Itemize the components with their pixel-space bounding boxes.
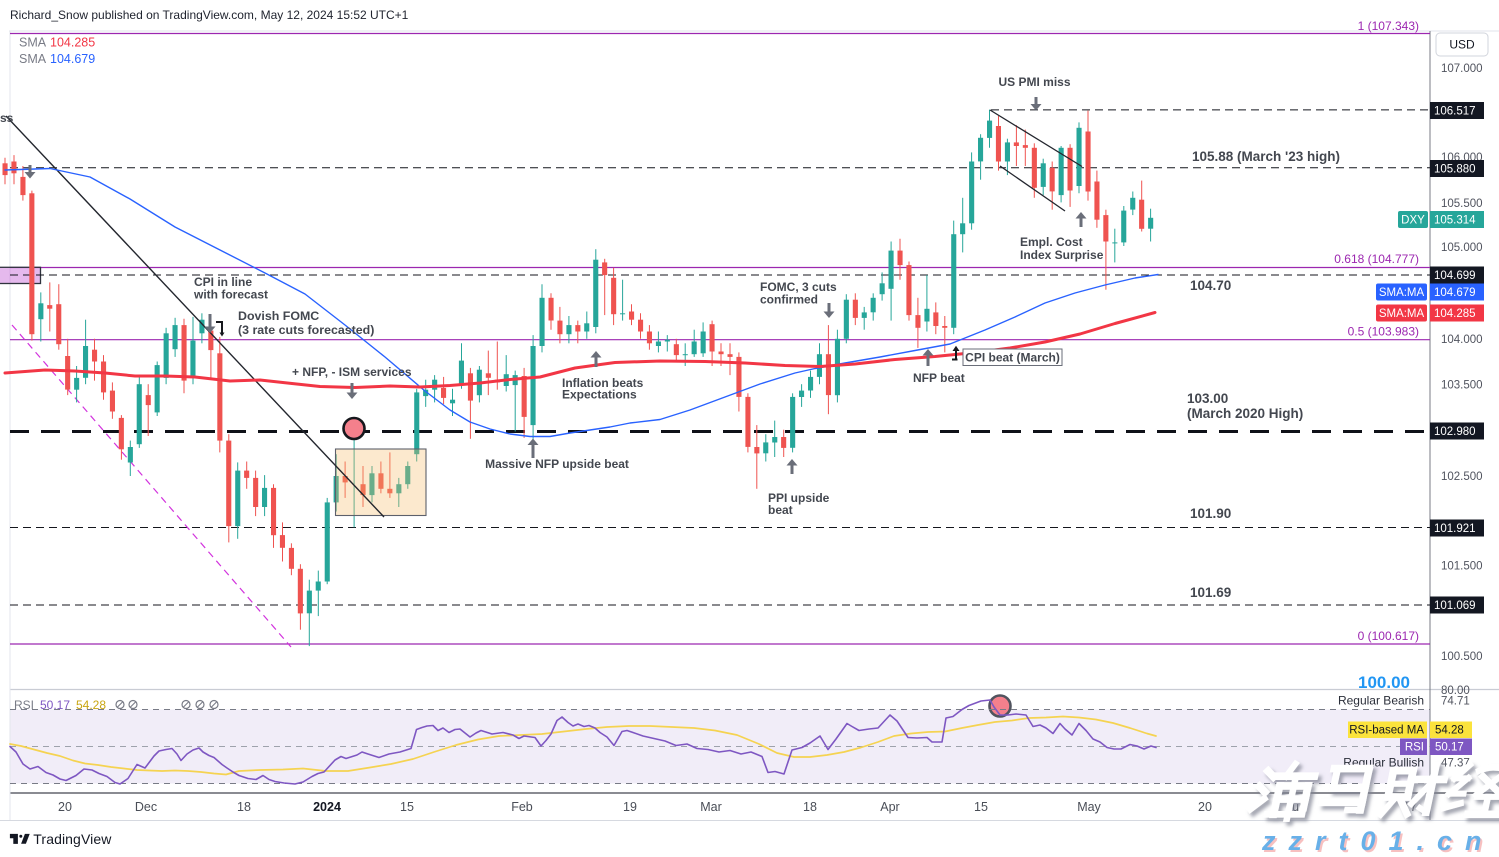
svg-text:100.500: 100.500	[1441, 651, 1483, 663]
svg-text:beat: beat	[768, 503, 793, 517]
svg-text:0.5 (103.983): 0.5 (103.983)	[1348, 325, 1419, 339]
svg-text:with forecast: with forecast	[193, 288, 268, 302]
svg-text:18: 18	[803, 800, 817, 814]
svg-text:100.00: 100.00	[1358, 673, 1410, 692]
svg-text:105.000: 105.000	[1441, 242, 1483, 254]
svg-text:USD: USD	[1449, 38, 1475, 52]
svg-text:Empl. Cost: Empl. Cost	[1020, 235, 1083, 249]
svg-text:FOMC, 3 cuts: FOMC, 3 cuts	[760, 280, 837, 294]
svg-text:101.069: 101.069	[1434, 600, 1476, 612]
svg-text:104.000: 104.000	[1441, 334, 1483, 346]
svg-text:Regular Bearish: Regular Bearish	[1338, 694, 1424, 708]
svg-text:(March 2020 High): (March 2020 High)	[1187, 406, 1303, 421]
svg-text:RSI: RSI	[14, 698, 34, 712]
svg-text:Feb: Feb	[511, 800, 533, 814]
svg-text:DXY: DXY	[1401, 215, 1425, 227]
svg-text:54.28: 54.28	[76, 698, 106, 712]
svg-text:104.285: 104.285	[1434, 308, 1476, 320]
svg-text:Apr: Apr	[880, 800, 899, 814]
svg-text:104.70: 104.70	[1190, 278, 1231, 293]
svg-text:CPI beat (March): CPI beat (March)	[965, 351, 1060, 365]
svg-text:103.00: 103.00	[1187, 391, 1228, 406]
svg-text:101.90: 101.90	[1190, 506, 1231, 521]
svg-text:101.500: 101.500	[1441, 561, 1483, 573]
svg-text:105.88 (March '23 high): 105.88 (March '23 high)	[1192, 149, 1340, 164]
svg-text:105.500: 105.500	[1441, 198, 1483, 210]
svg-text:47.37: 47.37	[1441, 758, 1470, 770]
svg-text:US PMI miss: US PMI miss	[998, 75, 1070, 89]
svg-text:ss: ss	[0, 111, 14, 125]
svg-text:RSI-based MA: RSI-based MA	[1349, 725, 1424, 737]
svg-text:104.699: 104.699	[1434, 270, 1476, 282]
svg-text:105.880: 105.880	[1434, 164, 1476, 176]
svg-text:(3 rate cuts forecasted): (3 rate cuts forecasted)	[238, 323, 374, 337]
svg-text:15: 15	[400, 800, 414, 814]
svg-text:101.69: 101.69	[1190, 585, 1231, 600]
svg-text:RSI: RSI	[1405, 742, 1424, 754]
svg-text:20: 20	[58, 800, 72, 814]
svg-text:Expectations: Expectations	[562, 388, 637, 402]
svg-text:102.500: 102.500	[1441, 471, 1483, 483]
svg-text:PPI upside: PPI upside	[768, 491, 830, 505]
svg-text:confirmed: confirmed	[760, 293, 818, 307]
svg-text:19: 19	[623, 800, 637, 814]
svg-text:0.618 (104.777): 0.618 (104.777)	[1334, 252, 1419, 266]
svg-text:SMA: SMA	[19, 36, 47, 50]
svg-text:NFP beat: NFP beat	[913, 371, 965, 385]
svg-text:TradingView: TradingView	[33, 831, 112, 847]
svg-text:15: 15	[974, 800, 988, 814]
svg-text:104.679: 104.679	[50, 52, 95, 66]
svg-text:Inflation beats: Inflation beats	[562, 376, 644, 390]
svg-text:CPI in line: CPI in line	[194, 275, 252, 289]
svg-text:107.000: 107.000	[1441, 63, 1483, 75]
svg-text:101.921: 101.921	[1434, 523, 1476, 535]
svg-text:SMA: SMA	[19, 52, 47, 66]
svg-text:80.00: 80.00	[1441, 685, 1470, 697]
svg-text:104.679: 104.679	[1434, 287, 1476, 299]
svg-text:Index Surprise: Index Surprise	[1020, 248, 1104, 262]
svg-text:54.28: 54.28	[1435, 725, 1464, 737]
svg-text:Dovish FOMC: Dovish FOMC	[238, 309, 319, 323]
svg-text:105.314: 105.314	[1434, 215, 1476, 227]
svg-text:Dec: Dec	[135, 800, 157, 814]
svg-text:102.980: 102.980	[1434, 426, 1476, 438]
svg-text:103.500: 103.500	[1441, 380, 1483, 392]
svg-text:1 (107.343): 1 (107.343)	[1358, 19, 1419, 33]
svg-text:Mar: Mar	[700, 800, 722, 814]
svg-text:50.17: 50.17	[40, 698, 70, 712]
svg-text:Massive NFP upside beat: Massive NFP upside beat	[485, 457, 629, 471]
svg-text:18: 18	[237, 800, 251, 814]
svg-text:2024: 2024	[313, 800, 341, 814]
svg-text:+ NFP, - ISM services: + NFP, - ISM services	[292, 365, 412, 379]
svg-text:SMA:MA: SMA:MA	[1379, 287, 1425, 299]
svg-text:74.71: 74.71	[1441, 696, 1470, 708]
svg-text:May: May	[1077, 800, 1101, 814]
svg-text:50.17: 50.17	[1435, 742, 1464, 754]
svg-text:SMA:MA: SMA:MA	[1379, 308, 1425, 320]
svg-text:20: 20	[1198, 800, 1212, 814]
svg-text:104.285: 104.285	[50, 36, 95, 50]
svg-text:0 (100.617): 0 (100.617)	[1358, 629, 1419, 643]
svg-text:106.517: 106.517	[1434, 106, 1476, 118]
